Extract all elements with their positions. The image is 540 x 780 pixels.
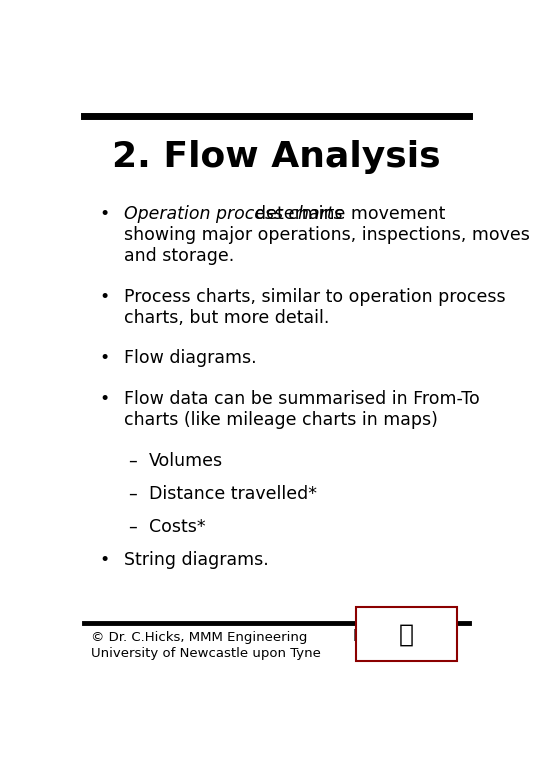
Text: •: • <box>99 288 109 306</box>
Text: MMM256/57: MMM256/57 <box>353 629 453 644</box>
Text: –: – <box>128 518 137 536</box>
FancyBboxPatch shape <box>356 607 457 661</box>
Text: Volumes: Volumes <box>149 452 223 470</box>
Text: showing major operations, inspections, moves: showing major operations, inspections, m… <box>124 225 530 243</box>
Text: •: • <box>99 204 109 223</box>
Text: and storage.: and storage. <box>124 246 234 264</box>
Text: Operation process charts: Operation process charts <box>124 204 348 223</box>
Text: Costs*: Costs* <box>149 518 206 536</box>
Text: •: • <box>99 551 109 569</box>
Text: University of Newcastle upon Tyne: University of Newcastle upon Tyne <box>91 647 320 661</box>
Text: 🐲: 🐲 <box>399 622 414 646</box>
Text: determine movement: determine movement <box>255 204 446 223</box>
Text: © Dr. C.Hicks, MMM Engineering: © Dr. C.Hicks, MMM Engineering <box>91 631 307 644</box>
Text: •: • <box>99 390 109 408</box>
Text: String diagrams.: String diagrams. <box>124 551 269 569</box>
Text: 2. Flow Analysis: 2. Flow Analysis <box>112 140 441 174</box>
Text: Distance travelled*: Distance travelled* <box>149 485 317 503</box>
Text: –: – <box>128 485 137 503</box>
Text: charts (like mileage charts in maps): charts (like mileage charts in maps) <box>124 411 438 429</box>
Text: Flow data can be summarised in From-To: Flow data can be summarised in From-To <box>124 390 480 408</box>
Text: •: • <box>99 349 109 367</box>
Text: charts, but more detail.: charts, but more detail. <box>124 309 329 327</box>
Text: –: – <box>128 452 137 470</box>
Text: Process charts, similar to operation process: Process charts, similar to operation pro… <box>124 288 505 306</box>
Text: Flow diagrams.: Flow diagrams. <box>124 349 256 367</box>
